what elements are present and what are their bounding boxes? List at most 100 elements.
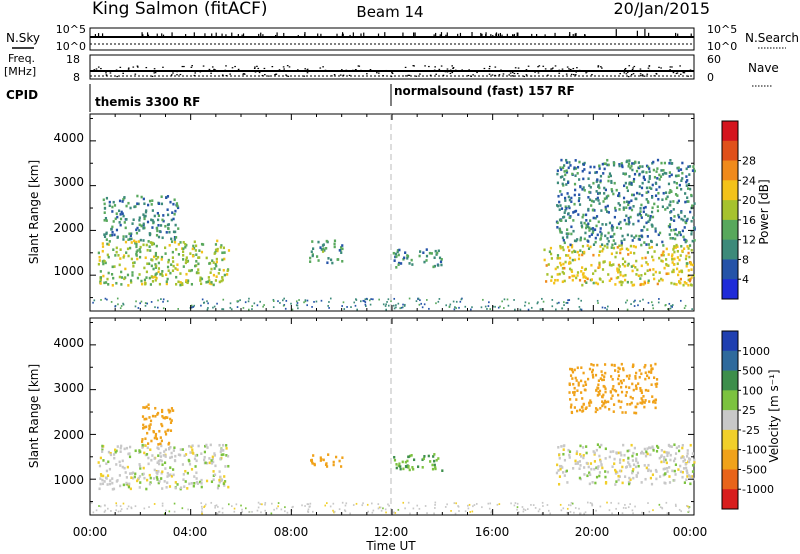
- range-gate-cell: [140, 440, 144, 443]
- range-gate-cell: [654, 468, 658, 472]
- range-gate-cell: [619, 227, 622, 230]
- range-gate-cell: [112, 487, 116, 491]
- range-gate-cell: [623, 475, 627, 478]
- range-gate-cell: [573, 258, 577, 262]
- range-gate-cell: [635, 273, 638, 276]
- range-gate-cell: [560, 263, 563, 267]
- range-gate-cell: [641, 511, 643, 514]
- range-gate-cell: [624, 503, 626, 506]
- freq-dot: [360, 69, 362, 72]
- range-gate-cell: [672, 219, 676, 222]
- range-gate-cell: [151, 258, 154, 262]
- range-gate-cell: [595, 215, 599, 218]
- range-gate-cell: [626, 280, 629, 284]
- range-gate-cell: [643, 178, 646, 181]
- freq-dot: [266, 70, 269, 72]
- range-gate-cell: [560, 219, 563, 222]
- range-gate-cell: [588, 401, 591, 405]
- range-gate-cell: [173, 198, 176, 202]
- range-gate-cell: [573, 193, 576, 197]
- range-gate-cell: [397, 508, 400, 511]
- range-gate-cell: [596, 363, 599, 367]
- range-gate-cell: [556, 169, 559, 172]
- range-gate-cell: [499, 305, 501, 308]
- range-gate-cell: [622, 367, 625, 370]
- range-gate-cell: [611, 189, 614, 193]
- range-gate-cell: [632, 177, 636, 181]
- range-gate-cell: [624, 260, 627, 264]
- freq-dot: [467, 74, 470, 77]
- range-gate-cell: [683, 215, 686, 218]
- range-gate-cell: [200, 277, 204, 281]
- colorbar-tick-label: -25: [742, 424, 760, 437]
- range-gate-cell: [596, 178, 599, 181]
- range-gate-cell: [591, 504, 593, 507]
- range-gate-cell: [542, 505, 544, 507]
- range-gate-cell: [667, 308, 669, 310]
- range-gate-cell: [169, 473, 172, 477]
- range-gate-cell: [559, 175, 563, 179]
- range-gate-cell: [107, 507, 109, 510]
- range-gate-cell: [134, 449, 137, 453]
- range-gate-cell: [596, 443, 600, 446]
- range-gate-cell: [561, 471, 565, 474]
- range-gate-cell: [674, 193, 678, 196]
- range-gate-cell: [163, 461, 167, 465]
- freq-strip-frame: [89, 54, 695, 80]
- range-gate-cell: [681, 177, 684, 180]
- range-gate-cell: [164, 448, 168, 452]
- range-gate-cell: [160, 410, 164, 414]
- range-gate-cell: [604, 162, 607, 166]
- range-gate-cell: [682, 218, 685, 222]
- range-gate-cell: [441, 469, 444, 472]
- range-gate-cell: [656, 209, 660, 213]
- range-gate-cell: [397, 263, 400, 266]
- range-gate-cell: [559, 467, 562, 471]
- range-gate-cell: [282, 299, 284, 302]
- range-gate-cell: [587, 222, 590, 226]
- range-gate-cell: [399, 307, 401, 310]
- range-gate-cell: [437, 300, 440, 303]
- range-gate-cell: [152, 220, 155, 224]
- range-gate-cell: [321, 250, 325, 253]
- range-gate-cell: [177, 453, 181, 457]
- range-gate-cell: [248, 511, 250, 513]
- range-gate-cell: [617, 502, 620, 505]
- range-gate-cell: [668, 233, 671, 236]
- range-gate-cell: [691, 204, 694, 208]
- range-gate-cell: [275, 507, 278, 510]
- range-gate-cell: [560, 158, 563, 162]
- range-gate-cell: [647, 389, 650, 393]
- range-gate-cell: [584, 380, 587, 384]
- range-gate-cell: [652, 447, 655, 451]
- range-gate-cell: [277, 300, 279, 303]
- range-gate-cell: [458, 306, 460, 309]
- range-gate-cell: [180, 486, 183, 490]
- range-gate-cell: [627, 506, 630, 509]
- range-gate-cell: [678, 183, 681, 187]
- range-gate-cell: [586, 225, 589, 228]
- cpid-mode-1: themis 3300 RF: [95, 95, 200, 109]
- range-gate-cell: [612, 385, 615, 388]
- range-gate-cell: [644, 477, 647, 481]
- range-gate-cell: [619, 379, 622, 383]
- range-gate-cell: [667, 264, 670, 267]
- freq-dot: [529, 70, 531, 72]
- range-gate-cell: [110, 228, 113, 231]
- range-gate-cell: [626, 308, 629, 311]
- range-gate-cell: [337, 258, 340, 261]
- range-gate-cell: [385, 303, 387, 306]
- freq-dot: [224, 69, 227, 71]
- range-gate-cell: [661, 278, 664, 282]
- range-gate-cell: [660, 161, 663, 165]
- range-gate-cell: [613, 364, 616, 367]
- range-gate-cell: [670, 228, 673, 232]
- range-gate-cell: [101, 245, 105, 248]
- range-gate-cell: [142, 423, 145, 427]
- range-gate-cell: [537, 301, 539, 304]
- range-gate-cell: [397, 261, 401, 265]
- range-gate-cell: [557, 482, 561, 486]
- freq-dot: [275, 73, 277, 75]
- range-gate-cell: [99, 278, 102, 281]
- range-gate-cell: [117, 254, 120, 257]
